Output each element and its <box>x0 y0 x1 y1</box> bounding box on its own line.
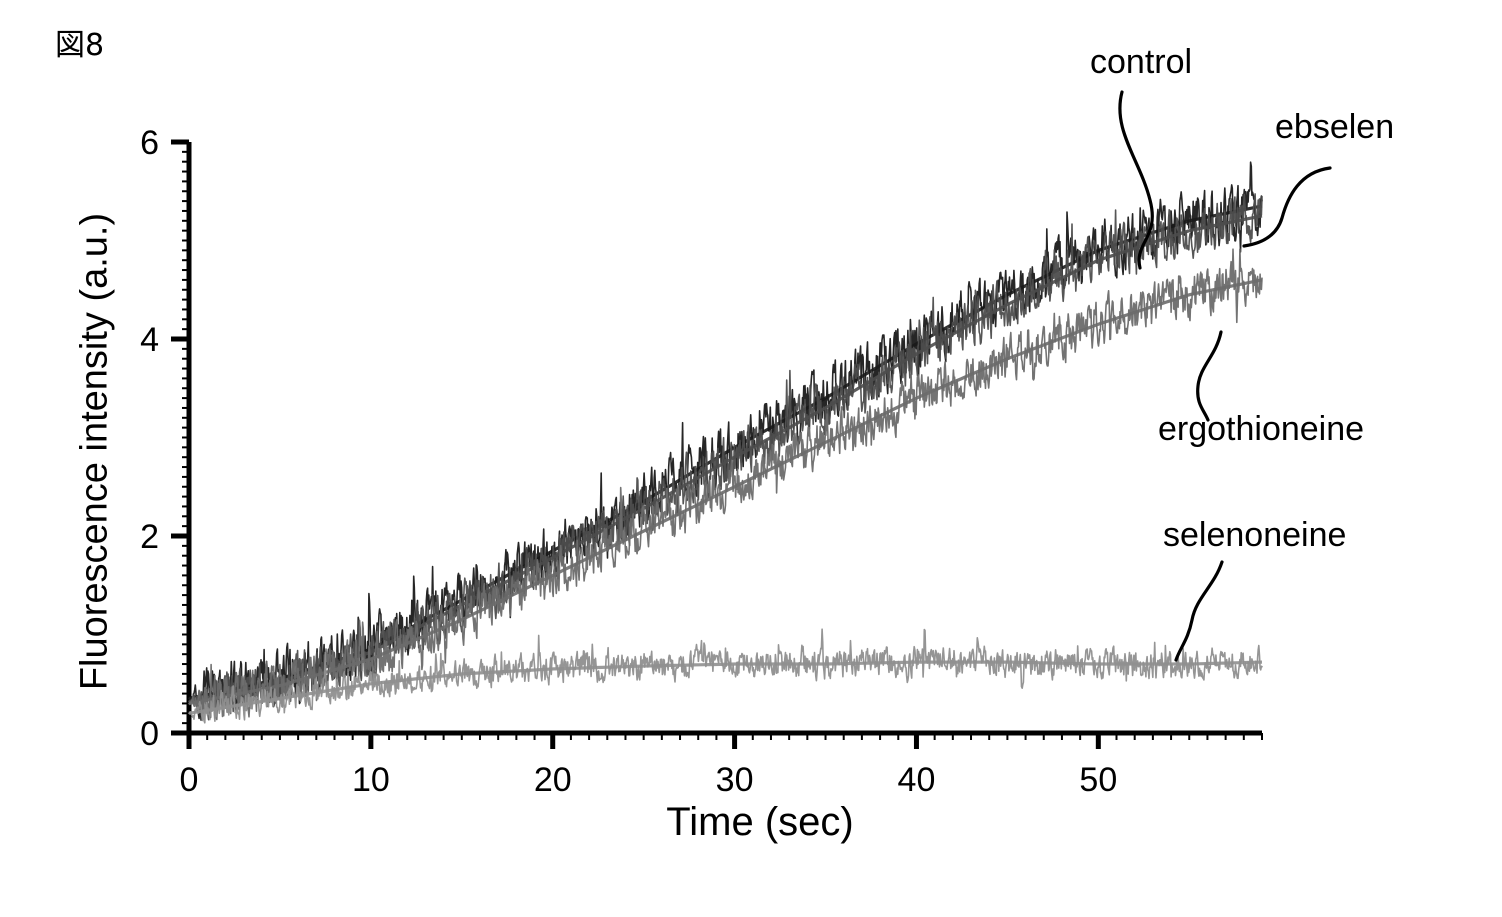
leader-line-ergothioneine <box>1196 330 1223 422</box>
chart-axes: 0 10 20 30 40 50 0 2 4 6 <box>140 124 1263 799</box>
y-axis-tick-label: 6 <box>140 124 159 162</box>
x-axis-tick-label: 30 <box>716 761 754 799</box>
x-axis-tick-label: 40 <box>898 761 936 799</box>
y-axis-tick-label: 4 <box>140 321 159 359</box>
annotation-ebselen: ebselen <box>1275 108 1395 146</box>
annotation-leader-lines <box>1118 90 1332 662</box>
leader-line-ebselen <box>1242 166 1332 248</box>
y-axis-tick-label: 2 <box>140 518 159 556</box>
trendline-selenoneine <box>188 660 1263 715</box>
y-axis-tick-label: 0 <box>140 715 159 753</box>
trace-selenoneine <box>188 628 1263 724</box>
trendline-ebselen <box>188 214 1263 704</box>
trace-ergothioneine <box>188 248 1263 721</box>
leader-line-control <box>1118 90 1154 270</box>
chart-traces <box>188 161 1263 724</box>
annotation-control: control <box>1090 43 1193 81</box>
x-axis-tick-label: 10 <box>352 761 390 799</box>
leader-line-selenoneine <box>1174 560 1224 662</box>
figure-label: 図8 <box>55 28 105 63</box>
trendline-ergothioneine <box>188 278 1263 706</box>
annotation-selenoneine: selenoneine <box>1163 516 1347 554</box>
x-axis-tick-label: 0 <box>180 761 199 799</box>
x-axis-title: Time (sec) <box>666 800 854 844</box>
x-axis-tick-label: 20 <box>534 761 572 799</box>
annotation-ergothioneine: ergothioneine <box>1158 410 1365 448</box>
x-axis-tick-label: 50 <box>1079 761 1117 799</box>
trendline-control <box>188 204 1263 701</box>
